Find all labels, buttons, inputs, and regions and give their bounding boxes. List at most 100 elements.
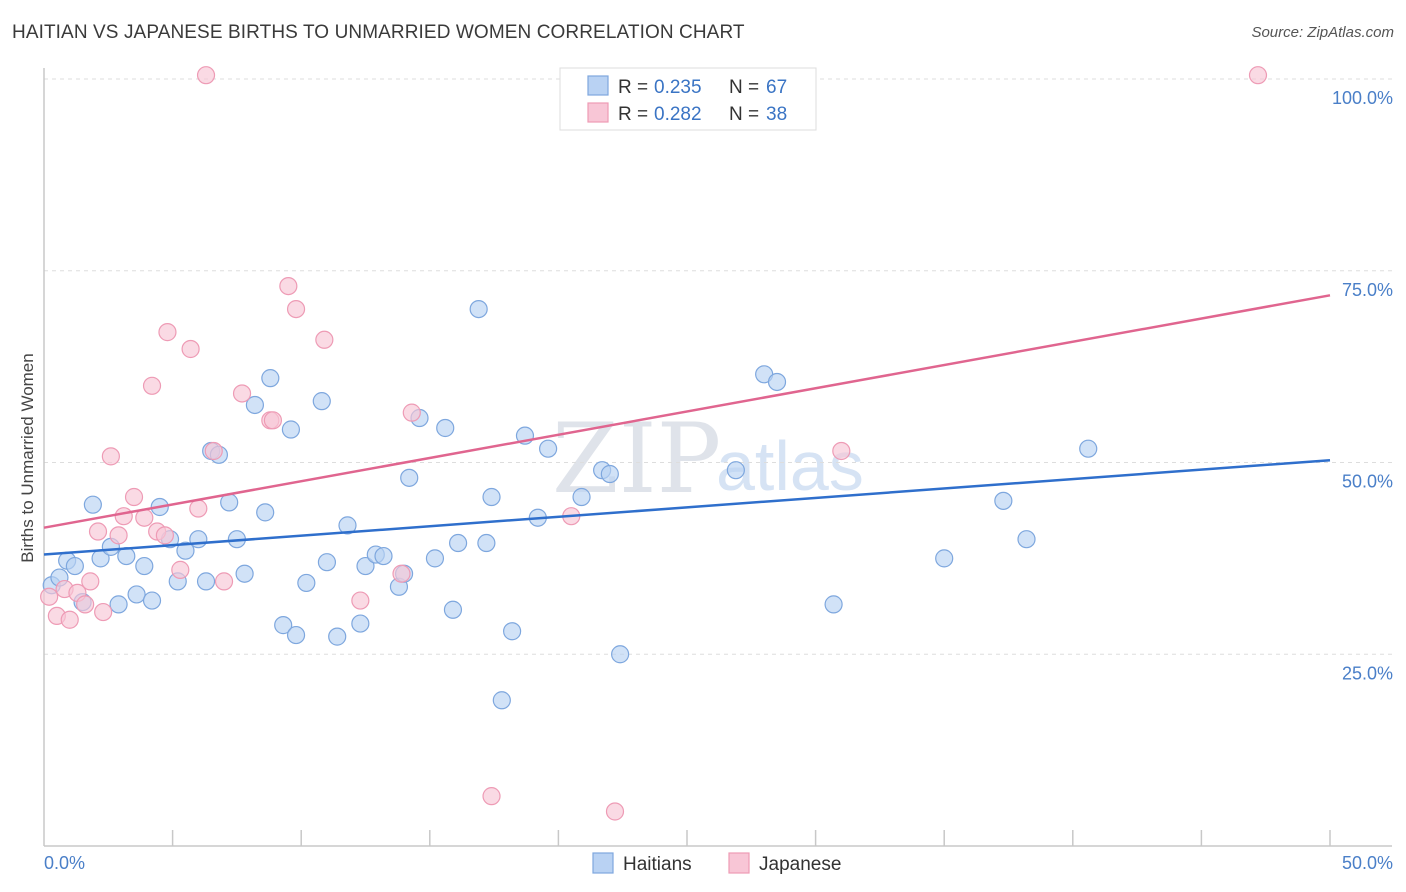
legend-japanese-swatch [587,102,609,123]
japanese-point-6 [81,572,100,591]
haitians-point-43 [425,549,445,568]
haitians-point-44 [436,418,455,438]
haitians-point-54 [539,439,558,458]
legend-haitians-n-value: 67 [766,77,787,98]
haitians-point-18 [196,572,216,591]
haitians-point-48 [477,533,496,553]
legend-japanese-n-value: 38 [766,104,787,125]
japanese-point-18 [171,560,190,579]
legend: R = 0.235 N = 67 R = 0.282 N = 38 [559,67,817,131]
haitians-point-46 [448,533,468,553]
japanese-point-16 [155,526,174,545]
japanese-trend-line [43,294,1331,529]
haitians-point-5 [83,495,102,514]
haitians-point-36 [356,556,375,576]
haitians-point-16 [176,541,195,560]
japanese-point-0 [40,587,59,606]
legend-japanese-n-label: N = [729,104,759,125]
japanese-points [40,66,1268,821]
haitians-point-50 [492,691,511,710]
source-label: Source: ZipAtlas.com [1251,24,1394,41]
haitians-point-65 [1017,530,1036,549]
haitians-point-58 [611,645,630,664]
legend-japanese-r-value: 0.282 [654,104,702,125]
japanese-point-27 [279,276,298,296]
x-tick-label-right: 50.0% [1342,853,1393,873]
y-tick-labels: 25.0% 50.0% 75.0% 100.0% [1332,88,1393,683]
bottom-legend-japanese-label: Japanese [759,854,841,875]
x-tick-label-left: 0.0% [44,853,85,873]
haitians-point-29 [286,625,306,645]
haitians-point-31 [312,392,331,411]
japanese-point-8 [88,522,108,541]
haitians-point-62 [824,595,843,614]
haitians-point-11 [135,556,154,576]
haitians-point-10 [127,585,146,604]
haitians-point-64 [994,491,1013,510]
haitians-point-32 [317,553,337,572]
japanese-point-31 [392,564,411,583]
japanese-point-24 [232,384,252,403]
japanese-point-20 [189,499,208,518]
bottom-legend-japanese-swatch [728,852,750,874]
japanese-point-23 [214,572,234,591]
haitians-trend-line [43,458,1331,556]
haitians-point-3 [65,556,84,576]
legend-japanese-r-label: R = [618,104,648,125]
haitians-point-30 [297,573,316,593]
y-tick-label-75: 75.0% [1342,280,1393,300]
japanese-point-22 [204,441,223,461]
japanese-point-35 [605,802,625,821]
haitians-point-33 [328,627,347,646]
bottom-legend: Haitians Japanese [592,852,841,875]
japanese-point-3 [60,610,79,629]
haitians-points [42,300,1098,710]
x-tick-marks [171,830,1331,846]
haitians-point-55 [572,487,591,507]
haitians-point-35 [351,614,370,633]
bottom-legend-haitians-swatch [592,852,614,874]
japanese-point-5 [76,595,95,614]
japanese-point-21 [196,66,216,85]
haitians-point-26 [261,369,280,388]
japanese-point-37 [1248,66,1268,85]
y-axis-label: Births to Unmarried Women [18,353,37,562]
haitians-point-61 [767,372,787,392]
japanese-point-36 [832,441,851,461]
japanese-point-10 [109,526,128,545]
y-tick-label-50: 50.0% [1342,472,1393,492]
haitians-point-24 [245,395,265,415]
haitians-point-28 [281,420,301,439]
haitians-point-41 [400,468,419,487]
haitians-point-27 [274,616,293,635]
haitians-point-25 [256,503,275,522]
legend-haitians-r-value: 0.235 [654,77,702,98]
japanese-point-32 [402,403,421,422]
haitians-point-66 [1079,439,1098,458]
japanese-point-7 [94,602,113,622]
haitians-point-47 [469,300,488,319]
japanese-point-33 [482,787,501,806]
legend-haitians-swatch [587,75,609,96]
y-tick-label-100: 100.0% [1332,88,1393,108]
japanese-point-26 [263,411,283,430]
haitians-point-17 [189,530,208,549]
haitians-point-12 [142,591,162,610]
haitians-point-59 [726,461,745,480]
chart-title: HAITIAN VS JAPANESE BIRTHS TO UNMARRIED … [12,22,745,43]
legend-haitians-r-label: R = [618,77,648,98]
japanese-point-12 [124,487,144,507]
haitians-point-23 [235,564,254,583]
haitians-point-34 [338,516,357,535]
haitians-point-8 [109,595,128,614]
haitians-point-38 [374,546,393,566]
y-tick-label-25: 25.0% [1342,663,1393,683]
haitians-point-57 [600,464,619,484]
legend-haitians-n-label: N = [729,77,759,98]
japanese-point-29 [315,330,334,349]
japanese-point-14 [142,376,162,395]
japanese-point-19 [181,339,200,359]
haitians-point-63 [935,549,954,568]
haitians-point-51 [503,622,522,641]
